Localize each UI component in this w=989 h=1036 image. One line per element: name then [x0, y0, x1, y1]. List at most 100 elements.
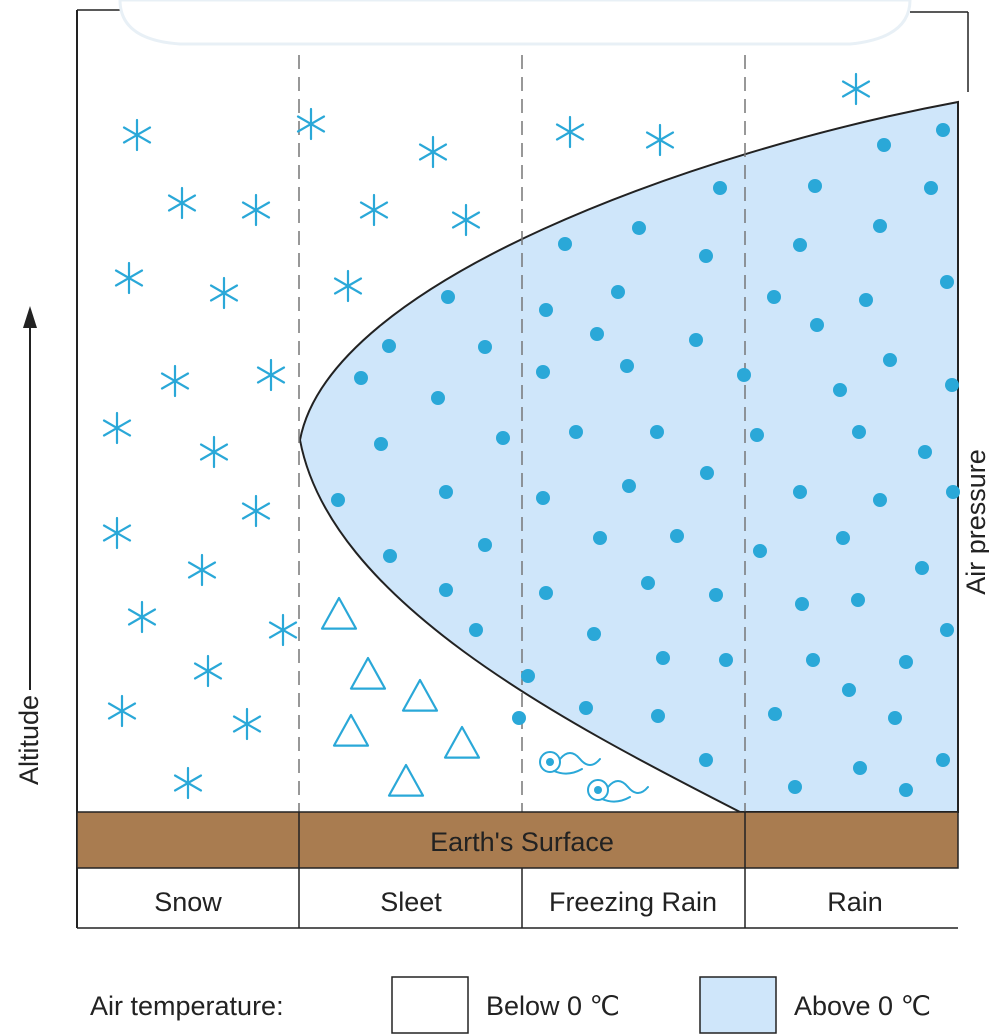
raindrop-icon	[689, 333, 703, 347]
raindrop-icon	[719, 653, 733, 667]
sleet-triangle-icon	[349, 656, 387, 690]
raindrop-icon	[946, 485, 960, 499]
snowflake-icon	[359, 193, 389, 227]
raindrop-icon	[750, 428, 764, 442]
raindrop-icon	[656, 651, 670, 665]
earth-surface: Earth's Surface	[76, 811, 959, 869]
raindrop-icon	[737, 368, 751, 382]
snowflake-icon	[232, 707, 262, 741]
raindrop-icon	[899, 783, 913, 797]
legend-title: Air temperature:	[90, 991, 284, 1021]
diagram-frame	[76, 9, 969, 928]
snowflake-icon	[114, 261, 144, 295]
raindrop-icon	[873, 493, 887, 507]
raindrop-icon	[940, 623, 954, 637]
raindrop-icon	[593, 531, 607, 545]
raindrop-icon	[918, 445, 932, 459]
raindrop-icon	[632, 221, 646, 235]
sleet-triangle-icon	[320, 596, 358, 630]
warm-layer	[298, 100, 959, 813]
snowflake-icon	[102, 411, 132, 445]
snowflake-icon	[555, 115, 585, 149]
sleet-triangle-icon	[387, 763, 425, 797]
raindrop-icon	[873, 219, 887, 233]
freezing-drop-icon	[539, 751, 601, 775]
raindrop-icon	[851, 593, 865, 607]
zone-label-sleet: Sleet	[380, 887, 442, 917]
raindrop-icon	[859, 293, 873, 307]
raindrop-icon	[808, 179, 822, 193]
snowflake-icon	[160, 364, 190, 398]
legend: Air temperature: Below 0 ℃ Above 0 ℃	[90, 976, 931, 1034]
raindrop-icon	[539, 303, 553, 317]
snowflake-icon	[268, 613, 298, 647]
raindrop-icon	[521, 669, 535, 683]
snowflake-icon	[167, 186, 197, 220]
raindrop-icon	[670, 529, 684, 543]
raindrop-icon	[536, 365, 550, 379]
raindrop-icons	[331, 123, 960, 797]
raindrop-icon	[883, 353, 897, 367]
snowflake-icon	[187, 553, 217, 587]
raindrop-icon	[469, 623, 483, 637]
raindrop-icon	[852, 425, 866, 439]
snowflake-icon	[418, 135, 448, 169]
raindrop-icon	[587, 627, 601, 641]
raindrop-icon	[945, 378, 959, 392]
raindrop-icon	[611, 285, 625, 299]
raindrop-icon	[569, 425, 583, 439]
raindrop-icon	[793, 485, 807, 499]
raindrop-icon	[768, 707, 782, 721]
raindrop-icon	[558, 237, 572, 251]
snowflake-icon	[102, 516, 132, 550]
zone-label-rain: Rain	[827, 887, 883, 917]
surface-label: Earth's Surface	[430, 827, 614, 857]
raindrop-icon	[699, 249, 713, 263]
snowflake-icon	[296, 107, 326, 141]
raindrop-icon	[842, 683, 856, 697]
zone-dividers	[298, 55, 746, 812]
snowflake-icon	[256, 358, 286, 392]
legend-label-above: Above 0 ℃	[794, 991, 931, 1021]
raindrop-icon	[836, 531, 850, 545]
arrow-up-icon	[23, 306, 37, 328]
snowflake-icon	[841, 72, 871, 106]
raindrop-icon	[536, 491, 550, 505]
raindrop-icon	[374, 437, 388, 451]
raindrop-icon	[853, 761, 867, 775]
sleet-triangle-icons	[320, 596, 481, 797]
zone-label-freezing-rain: Freezing Rain	[549, 887, 717, 917]
sleet-triangle-icon	[443, 725, 481, 759]
legend-swatch-above	[699, 976, 777, 1034]
snowflake-icon	[209, 276, 239, 310]
snowflake-icon	[122, 118, 152, 152]
altitude-axis: Altitude	[14, 306, 44, 785]
sleet-triangle-icon	[401, 678, 439, 712]
snowflake-icon	[451, 203, 481, 237]
raindrop-icon	[651, 709, 665, 723]
zone-label-snow: Snow	[154, 887, 222, 917]
zone-labels: Snow Sleet Freezing Rain Rain	[77, 868, 958, 929]
raindrop-icon	[888, 711, 902, 725]
raindrop-icon	[650, 425, 664, 439]
raindrop-icon	[382, 339, 396, 353]
raindrop-icon	[620, 359, 634, 373]
raindrop-icon	[496, 431, 510, 445]
altitude-label: Altitude	[14, 695, 44, 785]
raindrop-icon	[331, 493, 345, 507]
legend-swatch-below	[391, 976, 469, 1034]
raindrop-icon	[354, 371, 368, 385]
raindrop-icon	[439, 485, 453, 499]
raindrop-icon	[579, 701, 593, 715]
raindrop-icon	[936, 753, 950, 767]
raindrop-icon	[622, 479, 636, 493]
snowflake-icon	[127, 600, 157, 634]
raindrop-icon	[940, 275, 954, 289]
sleet-triangle-icon	[332, 713, 370, 747]
snowflake-icon	[241, 193, 271, 227]
raindrop-icon	[753, 544, 767, 558]
raindrop-icon	[833, 383, 847, 397]
snowflake-icon	[333, 269, 363, 303]
raindrop-icon	[699, 753, 713, 767]
snowflake-icons	[102, 72, 871, 800]
